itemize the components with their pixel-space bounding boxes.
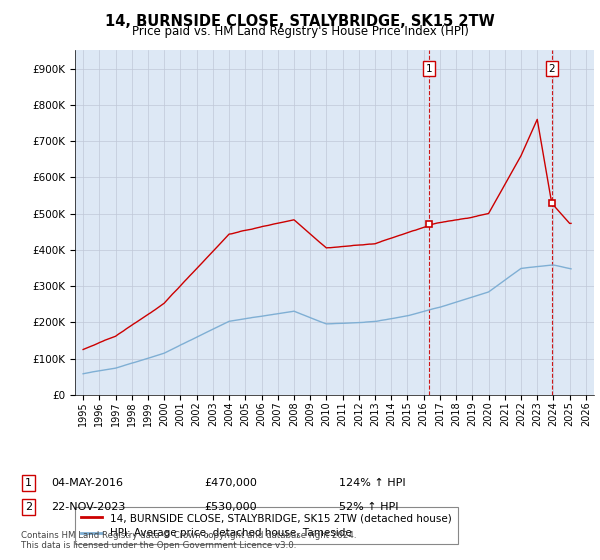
- Text: 14, BURNSIDE CLOSE, STALYBRIDGE, SK15 2TW: 14, BURNSIDE CLOSE, STALYBRIDGE, SK15 2T…: [105, 14, 495, 29]
- Text: 04-MAY-2016: 04-MAY-2016: [51, 478, 123, 488]
- Text: 22-NOV-2023: 22-NOV-2023: [51, 502, 125, 512]
- Text: 52% ↑ HPI: 52% ↑ HPI: [339, 502, 398, 512]
- Text: 1: 1: [426, 63, 433, 73]
- Text: £530,000: £530,000: [204, 502, 257, 512]
- Legend: 14, BURNSIDE CLOSE, STALYBRIDGE, SK15 2TW (detached house), HPI: Average price, : 14, BURNSIDE CLOSE, STALYBRIDGE, SK15 2T…: [75, 507, 458, 544]
- Text: Price paid vs. HM Land Registry's House Price Index (HPI): Price paid vs. HM Land Registry's House …: [131, 25, 469, 38]
- Text: Contains HM Land Registry data © Crown copyright and database right 2024.
This d: Contains HM Land Registry data © Crown c…: [21, 531, 356, 550]
- Text: 2: 2: [25, 502, 32, 512]
- Text: 1: 1: [25, 478, 32, 488]
- Text: 2: 2: [548, 63, 555, 73]
- Text: £470,000: £470,000: [204, 478, 257, 488]
- Text: 124% ↑ HPI: 124% ↑ HPI: [339, 478, 406, 488]
